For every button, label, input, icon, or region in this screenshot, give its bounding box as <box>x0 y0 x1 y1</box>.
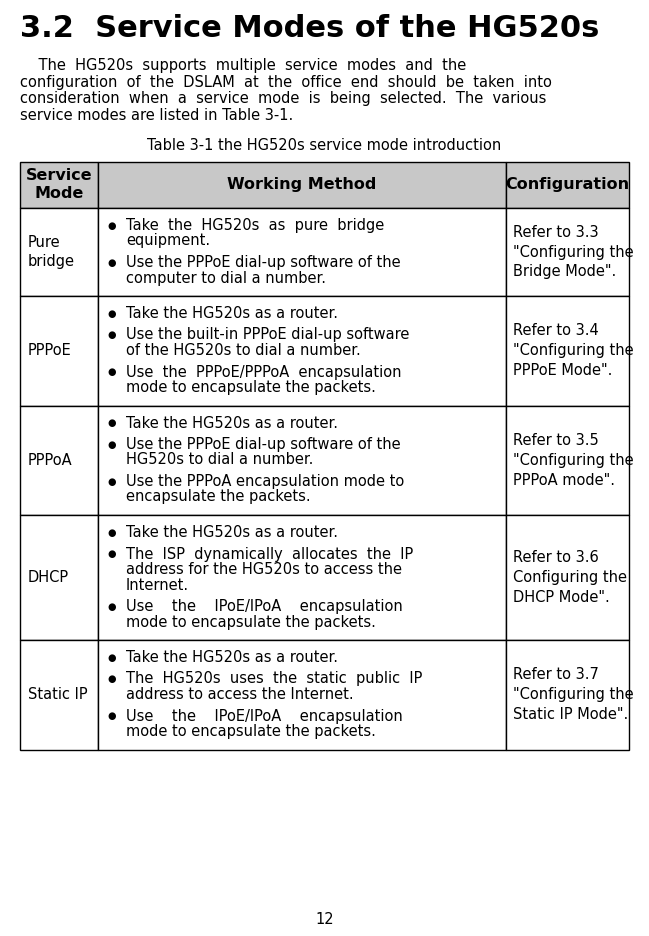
Bar <box>98 405 506 515</box>
Text: encapsulate the packets.: encapsulate the packets. <box>126 490 311 505</box>
Text: ●: ● <box>108 257 116 268</box>
Text: PPPoA: PPPoA <box>28 453 73 468</box>
Text: Use    the    IPoE/IPoA    encapsulation: Use the IPoE/IPoA encapsulation <box>126 709 403 724</box>
Text: address to access the Internet.: address to access the Internet. <box>126 687 354 702</box>
Text: ●: ● <box>108 549 116 559</box>
Text: of the HG520s to dial a number.: of the HG520s to dial a number. <box>126 343 361 358</box>
Bar <box>98 515 506 640</box>
Text: ●: ● <box>108 711 116 722</box>
Text: mode to encapsulate the packets.: mode to encapsulate the packets. <box>126 724 376 739</box>
Bar <box>506 162 629 208</box>
Text: Service
Mode: Service Mode <box>26 168 92 201</box>
Text: consideration  when  a  service  mode  is  being  selected.  The  various: consideration when a service mode is bei… <box>20 91 546 106</box>
Text: Use the PPPoE dial-up software of the: Use the PPPoE dial-up software of the <box>126 437 400 452</box>
Text: Pure
bridge: Pure bridge <box>28 235 75 269</box>
Bar <box>20 640 98 750</box>
Bar <box>20 162 98 208</box>
Text: Use the built-in PPPoE dial-up software: Use the built-in PPPoE dial-up software <box>126 328 410 343</box>
Text: Take the HG520s as a router.: Take the HG520s as a router. <box>126 416 338 431</box>
Bar <box>20 515 98 640</box>
Text: Take  the  HG520s  as  pure  bridge: Take the HG520s as pure bridge <box>126 218 384 233</box>
Text: ●: ● <box>108 330 116 341</box>
Text: equipment.: equipment. <box>126 233 210 248</box>
Text: service modes are listed in Table 3-1.: service modes are listed in Table 3-1. <box>20 108 293 123</box>
Text: mode to encapsulate the packets.: mode to encapsulate the packets. <box>126 615 376 630</box>
Text: Use    the    IPoE/IPoA    encapsulation: Use the IPoE/IPoA encapsulation <box>126 599 403 614</box>
Text: Take the HG520s as a router.: Take the HG520s as a router. <box>126 306 338 321</box>
Text: ●: ● <box>108 476 116 487</box>
Text: Static IP: Static IP <box>28 687 88 702</box>
Text: computer to dial a number.: computer to dial a number. <box>126 271 326 285</box>
Bar <box>98 208 506 296</box>
Text: Refer to 3.3
"Configuring the
Bridge Mode".: Refer to 3.3 "Configuring the Bridge Mod… <box>513 225 633 279</box>
Text: ●: ● <box>108 602 116 612</box>
Text: Refer to 3.7
"Configuring the
Static IP Mode".: Refer to 3.7 "Configuring the Static IP … <box>513 667 633 722</box>
Bar <box>506 296 629 405</box>
Text: 3.2  Service Modes of the HG520s: 3.2 Service Modes of the HG520s <box>20 14 600 43</box>
Text: ●: ● <box>108 418 116 429</box>
Bar <box>506 208 629 296</box>
Bar <box>506 515 629 640</box>
Text: Take the HG520s as a router.: Take the HG520s as a router. <box>126 650 338 665</box>
Text: ●: ● <box>108 440 116 450</box>
Text: ●: ● <box>108 221 116 231</box>
Text: 12: 12 <box>315 912 334 927</box>
Text: Use the PPPoA encapsulation mode to: Use the PPPoA encapsulation mode to <box>126 474 404 489</box>
Text: ●: ● <box>108 652 116 663</box>
Text: configuration  of  the  DSLAM  at  the  office  end  should  be  taken  into: configuration of the DSLAM at the office… <box>20 75 552 90</box>
Text: address for the HG520s to access the: address for the HG520s to access the <box>126 562 402 577</box>
Text: The  HG520s  uses  the  static  public  IP: The HG520s uses the static public IP <box>126 671 422 686</box>
Bar <box>98 640 506 750</box>
Text: Refer to 3.5
"Configuring the
PPPoA mode".: Refer to 3.5 "Configuring the PPPoA mode… <box>513 433 633 488</box>
Text: Use  the  PPPoE/PPPoA  encapsulation: Use the PPPoE/PPPoA encapsulation <box>126 364 402 379</box>
Text: HG520s to dial a number.: HG520s to dial a number. <box>126 452 313 467</box>
Text: Working Method: Working Method <box>227 178 376 193</box>
Text: ●: ● <box>108 367 116 377</box>
Text: Refer to 3.6
Configuring the
DHCP Mode".: Refer to 3.6 Configuring the DHCP Mode". <box>513 550 627 605</box>
Text: ●: ● <box>108 309 116 319</box>
Bar <box>20 208 98 296</box>
Text: ●: ● <box>108 674 116 684</box>
Text: ●: ● <box>108 528 116 538</box>
Text: PPPoE: PPPoE <box>28 344 72 358</box>
Text: Internet.: Internet. <box>126 578 189 592</box>
Text: Take the HG520s as a router.: Take the HG520s as a router. <box>126 525 338 540</box>
Bar <box>98 296 506 405</box>
Text: mode to encapsulate the packets.: mode to encapsulate the packets. <box>126 380 376 395</box>
Bar <box>98 162 506 208</box>
Bar <box>20 405 98 515</box>
Text: Configuration: Configuration <box>506 178 630 193</box>
Text: DHCP: DHCP <box>28 570 69 585</box>
Text: The  ISP  dynamically  allocates  the  IP: The ISP dynamically allocates the IP <box>126 547 413 562</box>
Bar <box>506 405 629 515</box>
Bar <box>20 296 98 405</box>
Text: Use the PPPoE dial-up software of the: Use the PPPoE dial-up software of the <box>126 255 400 270</box>
Bar <box>506 640 629 750</box>
Text: The  HG520s  supports  multiple  service  modes  and  the: The HG520s supports multiple service mod… <box>20 58 466 73</box>
Text: Table 3-1 the HG520s service mode introduction: Table 3-1 the HG520s service mode introd… <box>147 138 502 153</box>
Text: Refer to 3.4
"Configuring the
PPPoE Mode".: Refer to 3.4 "Configuring the PPPoE Mode… <box>513 324 633 378</box>
